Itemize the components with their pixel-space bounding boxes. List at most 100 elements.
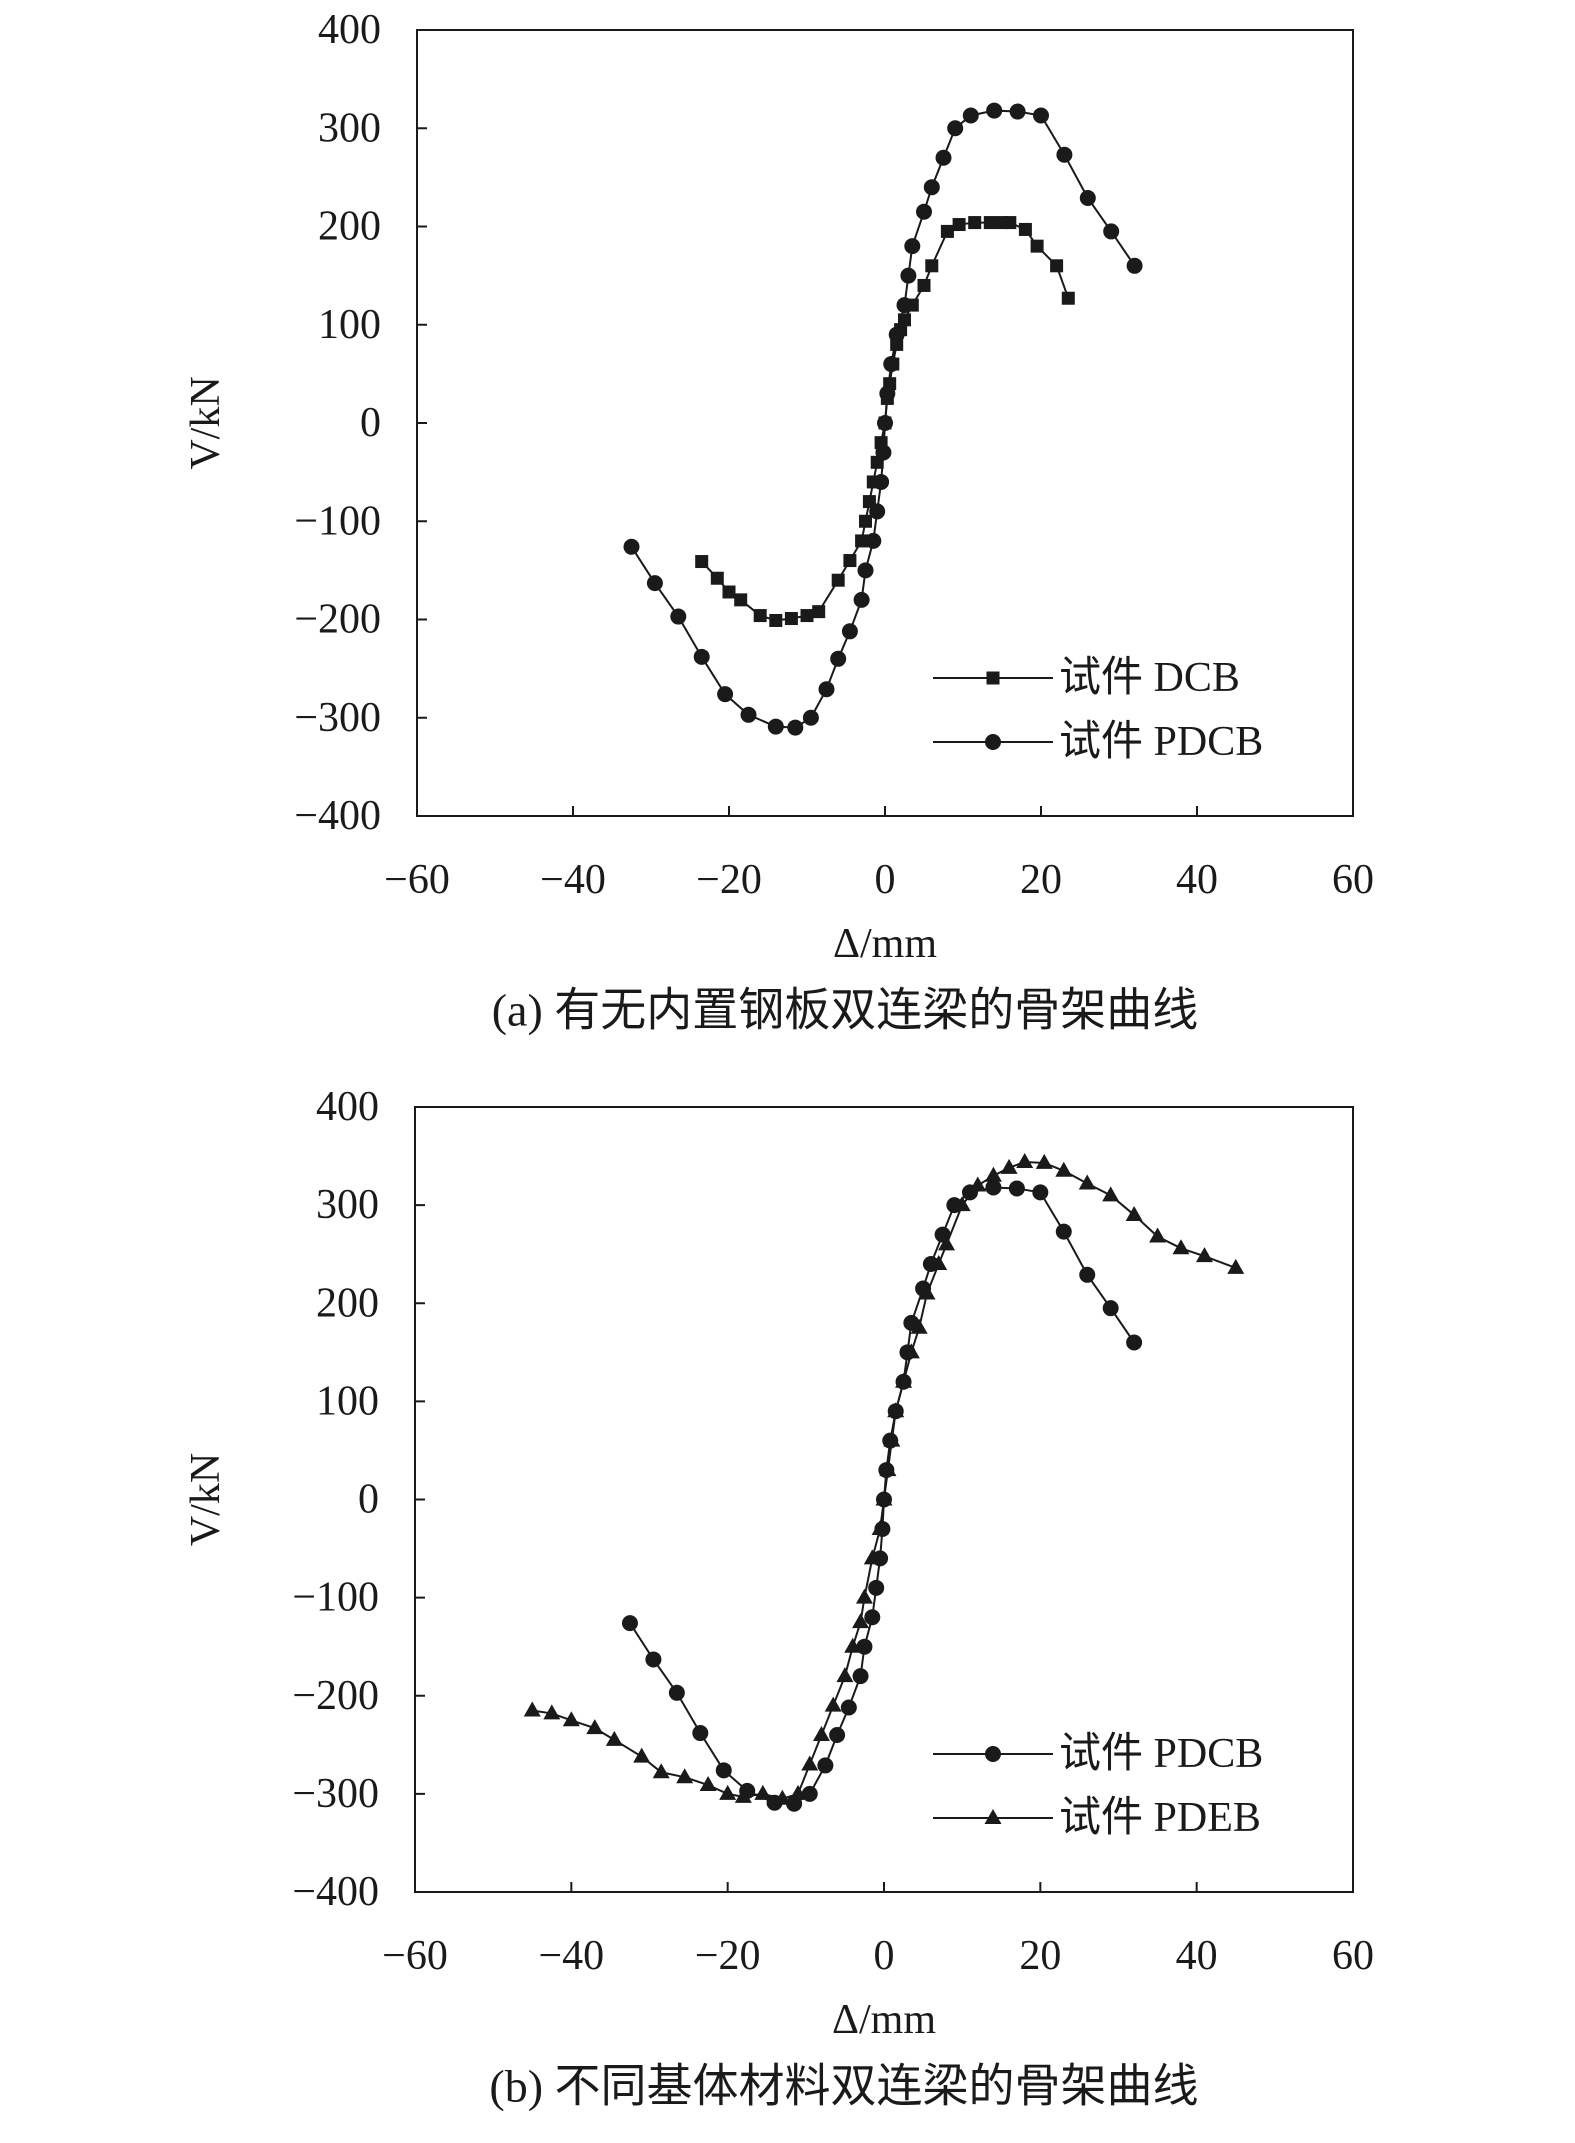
data-point [875,1490,893,1506]
data-point [925,259,939,273]
data-point [1079,190,1096,207]
data-point [784,612,798,626]
data-point [935,149,952,166]
data-point [829,1727,846,1743]
x-tick-label: −40 [538,1933,604,1979]
data-point [1000,1158,1018,1174]
data-point [699,1776,717,1792]
data-point [868,1579,885,1596]
data-point [873,473,890,490]
data-point [859,514,872,528]
y-tick-label: −300 [294,695,381,741]
data-point [900,267,917,284]
data-point [717,686,734,703]
data-point [695,555,709,569]
data-point [722,585,736,599]
data-point [787,719,804,736]
data-point [1030,239,1044,253]
data-point [863,1549,881,1565]
data-point [1009,103,1026,120]
data-point [875,444,892,461]
y-tick-label: −100 [294,498,381,544]
data-point [947,120,964,137]
data-point [1008,1180,1025,1197]
data-point [789,1784,807,1800]
x-tick-label: 60 [1332,857,1374,903]
data-point [1061,291,1075,305]
data-point [1003,216,1017,230]
data-point [1033,107,1049,124]
data-point [1016,1152,1034,1168]
data-point [1125,1205,1143,1221]
data-point [824,1696,842,1712]
data-point [940,224,954,238]
y-tick-label: 300 [318,105,381,151]
x-tick-label: 60 [1332,1933,1374,1979]
y-tick-label: 400 [318,7,381,53]
data-point [953,1196,971,1212]
data-point [916,203,932,220]
data-point [692,1725,709,1742]
data-point [1035,1153,1053,1169]
data-point [605,1730,623,1746]
legend-marker [985,734,1001,750]
legend-label: 试件 PDCB [1059,719,1263,765]
data-point [769,613,783,627]
legend-marker [986,671,1000,685]
x-tick-label: 0 [874,1933,895,1979]
y-tick-label: 200 [318,204,381,250]
y-axis-label: V/kN [183,376,229,469]
legend-label: 试件 DCB [1059,655,1240,701]
data-point [864,1609,881,1626]
data-point [800,609,814,623]
data-point [817,1757,834,1774]
data-point [801,1755,819,1771]
data-point [969,1176,987,1192]
x-tick-label: −60 [384,857,450,903]
y-tick-label: −400 [292,1869,379,1915]
x-tick-label: −60 [382,1933,448,1979]
data-point [852,1613,870,1629]
data-point [844,1637,862,1653]
data-point [896,297,913,314]
data-point [879,385,896,402]
data-point [562,1711,580,1727]
data-point [773,1789,791,1805]
data-point [812,1726,830,1741]
data-point [869,503,886,520]
x-tick-label: 20 [1020,857,1062,903]
caption: (b) 不同基体材料双连梁的骨架曲线 [489,2061,1198,2112]
data-point [983,216,997,230]
data-point [621,1615,638,1632]
data-point [645,1651,662,1668]
data-point [1018,222,1032,236]
y-tick-label: 400 [316,1084,379,1130]
y-tick-label: 0 [360,400,381,446]
data-point [1102,1186,1120,1202]
data-point [754,1784,772,1800]
data-point [865,532,882,549]
data-point [802,709,819,726]
data-point [871,1519,889,1535]
data-point [923,179,940,196]
data-point [1126,1334,1143,1351]
data-point [985,1179,1002,1196]
data-point [952,218,966,232]
data-point [734,1787,752,1803]
data-point [1102,1300,1119,1317]
data-point [710,571,724,585]
data-point [830,650,847,667]
y-tick-label: −300 [292,1771,379,1817]
data-point [801,1785,818,1802]
data-point [719,1784,737,1800]
data-point [888,326,905,343]
x-tick-label: 40 [1176,1933,1218,1979]
data-point [918,1284,936,1300]
x-tick-label: −40 [540,857,606,903]
data-point [1032,1184,1049,1201]
data-point [1149,1227,1167,1243]
data-point [1126,257,1143,274]
y-tick-label: −100 [292,1575,379,1621]
data-point [734,593,748,607]
